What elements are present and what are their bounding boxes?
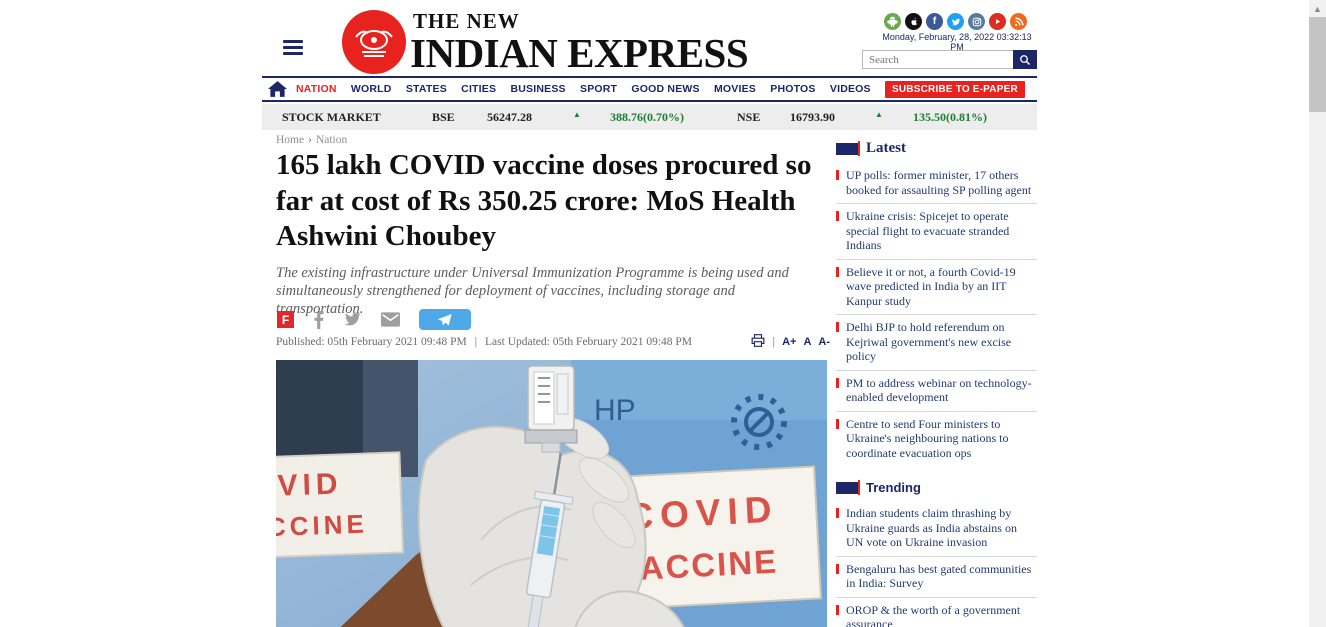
section-flag-icon xyxy=(836,142,858,155)
home-icon[interactable] xyxy=(262,81,292,97)
breadcrumb-section[interactable]: Nation xyxy=(315,134,348,146)
menu-icon[interactable] xyxy=(283,40,303,55)
publish-info: Published: 05th February 2021 09:48 PM | L… xyxy=(276,336,693,348)
latest-title: Latest xyxy=(866,140,906,156)
nav-item-business[interactable]: BUSINESS xyxy=(510,83,566,95)
twitter-share-icon[interactable] xyxy=(343,312,362,328)
trending-list: Indian students claim thrashing by Ukrai… xyxy=(836,501,1037,627)
nav-item-videos[interactable]: VIDEOS xyxy=(829,83,871,95)
email-share-icon[interactable] xyxy=(381,312,400,327)
section-flag-icon xyxy=(836,481,858,494)
logo-top-text: THE NEW xyxy=(413,8,520,33)
latest-item[interactable]: Delhi BJP to hold referendum on Kejriwal… xyxy=(836,315,1037,371)
telegram-plane-icon xyxy=(437,313,452,325)
subscribe-epaper-button[interactable]: SUBSCRIBE TO E-PAPER xyxy=(885,80,1025,98)
latest-item[interactable]: Believe it or not, a fourth Covid-19 wav… xyxy=(836,260,1037,315)
breadcrumb: Home › Nation xyxy=(276,134,347,146)
facebook-icon[interactable]: f xyxy=(926,13,943,30)
scrollbar-up-arrow[interactable]: ▲ xyxy=(1313,3,1322,14)
latest-list: UP polls: former minister, 17 others boo… xyxy=(836,163,1037,466)
twitter-icon[interactable] xyxy=(947,13,964,30)
nav-item-states[interactable]: STATES xyxy=(405,83,447,95)
updated-date: Last Updated: 05th February 2021 09:48 P… xyxy=(485,336,693,348)
trending-title: Trending xyxy=(866,480,921,495)
logo-emblem-icon xyxy=(342,10,406,74)
exchange-change: 388.76(0.70%) xyxy=(610,110,684,124)
android-icon[interactable] xyxy=(884,13,901,30)
nav-item-good-news[interactable]: GOOD NEWS xyxy=(631,83,700,95)
apple-icon[interactable] xyxy=(905,13,922,30)
right-sidebar: Latest UP polls: former minister, 17 oth… xyxy=(836,140,1037,627)
exchange-value: 56247.28 xyxy=(487,110,532,124)
print-icon[interactable] xyxy=(751,334,765,350)
trending-item[interactable]: OROP & the worth of a government assuran… xyxy=(836,598,1037,627)
latest-item[interactable]: Centre to send Four ministers to Ukraine… xyxy=(836,412,1037,467)
search-input[interactable] xyxy=(862,50,1013,69)
logo-main-text: INDIAN EXPRESS xyxy=(410,29,749,76)
font-reset-button[interactable]: A xyxy=(803,336,812,348)
latest-section-header: Latest xyxy=(836,140,1037,157)
site-logo[interactable]: THE NEW INDIAN EXPRESS xyxy=(342,8,749,76)
rss-icon[interactable] xyxy=(1010,13,1027,30)
latest-item[interactable]: Ukraine crisis: Spicejet to operate spec… xyxy=(836,204,1037,260)
svg-text:COVID: COVID xyxy=(625,488,779,537)
font-decrease-button[interactable]: A- xyxy=(818,336,830,348)
latest-item[interactable]: PM to address webinar on technology-enab… xyxy=(836,371,1037,412)
article-image: HP VID CCINE COVID VACCINE xyxy=(276,360,827,627)
nav-item-world[interactable]: WORLD xyxy=(350,83,392,95)
flipboard-share-icon[interactable]: F xyxy=(277,311,294,328)
exchange-change: 135.50(0.81%) xyxy=(913,110,987,124)
published-date: Published: 05th February 2021 09:48 PM xyxy=(276,336,467,348)
svg-text:CCINE: CCINE xyxy=(276,509,368,543)
nav-item-movies[interactable]: MOVIES xyxy=(713,83,757,95)
font-increase-button[interactable]: A+ xyxy=(782,336,797,348)
nav-item-sport[interactable]: SPORT xyxy=(579,83,618,95)
header-social-icons: f xyxy=(884,13,1027,30)
article-tools: | A+ A A- xyxy=(751,334,830,350)
nav-item-nation[interactable]: NATION xyxy=(296,83,337,95)
nav-item-cities[interactable]: CITIES xyxy=(461,83,497,95)
header-datetime: Monday, February, 28, 2022 03:32:13 PM xyxy=(882,32,1032,52)
article-deck: The existing infrastructure under Univer… xyxy=(276,265,789,318)
exchange-name: NSE xyxy=(737,110,761,124)
article-title: 165 lakh COVID vaccine doses procured so… xyxy=(276,149,812,253)
up-arrow-icon: ▲ xyxy=(573,110,581,119)
svg-text:HP: HP xyxy=(594,394,636,427)
trending-item[interactable]: Indian students claim thrashing by Ukrai… xyxy=(836,501,1037,557)
stock-label: STOCK MARKET xyxy=(282,110,381,124)
telegram-share-button[interactable] xyxy=(419,309,471,330)
latest-item[interactable]: UP polls: former minister, 17 others boo… xyxy=(836,163,1037,204)
facebook-share-icon[interactable] xyxy=(313,310,324,329)
main-nav: NATION WORLD STATES CITIES BUSINESS SPOR… xyxy=(262,76,1037,102)
magnifier-icon xyxy=(1020,54,1031,65)
page-content: THE NEW INDIAN EXPRESS f xyxy=(262,0,1037,627)
search-button[interactable] xyxy=(1013,50,1037,69)
nav-item-photos[interactable]: PHOTOS xyxy=(770,83,816,95)
stock-ticker: STOCK MARKET BSE 56247.28 ▲ 388.76(0.70%… xyxy=(262,104,1037,130)
share-row: F xyxy=(277,309,471,330)
instagram-icon[interactable] xyxy=(968,13,985,30)
youtube-icon[interactable] xyxy=(989,13,1006,30)
search-bar xyxy=(862,50,1037,69)
trending-section-header: Trending xyxy=(836,480,1037,495)
svg-text:VID: VID xyxy=(277,467,343,502)
breadcrumb-home[interactable]: Home xyxy=(276,134,305,146)
exchange-value: 16793.90 xyxy=(790,110,835,124)
up-arrow-icon: ▲ xyxy=(875,110,883,119)
scrollbar-thumb[interactable] xyxy=(1309,17,1326,112)
breadcrumb-separator: › xyxy=(308,134,312,146)
trending-item[interactable]: Bengaluru has best gated communities in … xyxy=(836,557,1037,598)
scrollbar: ▲ xyxy=(1309,0,1326,627)
exchange-name: BSE xyxy=(432,110,455,124)
